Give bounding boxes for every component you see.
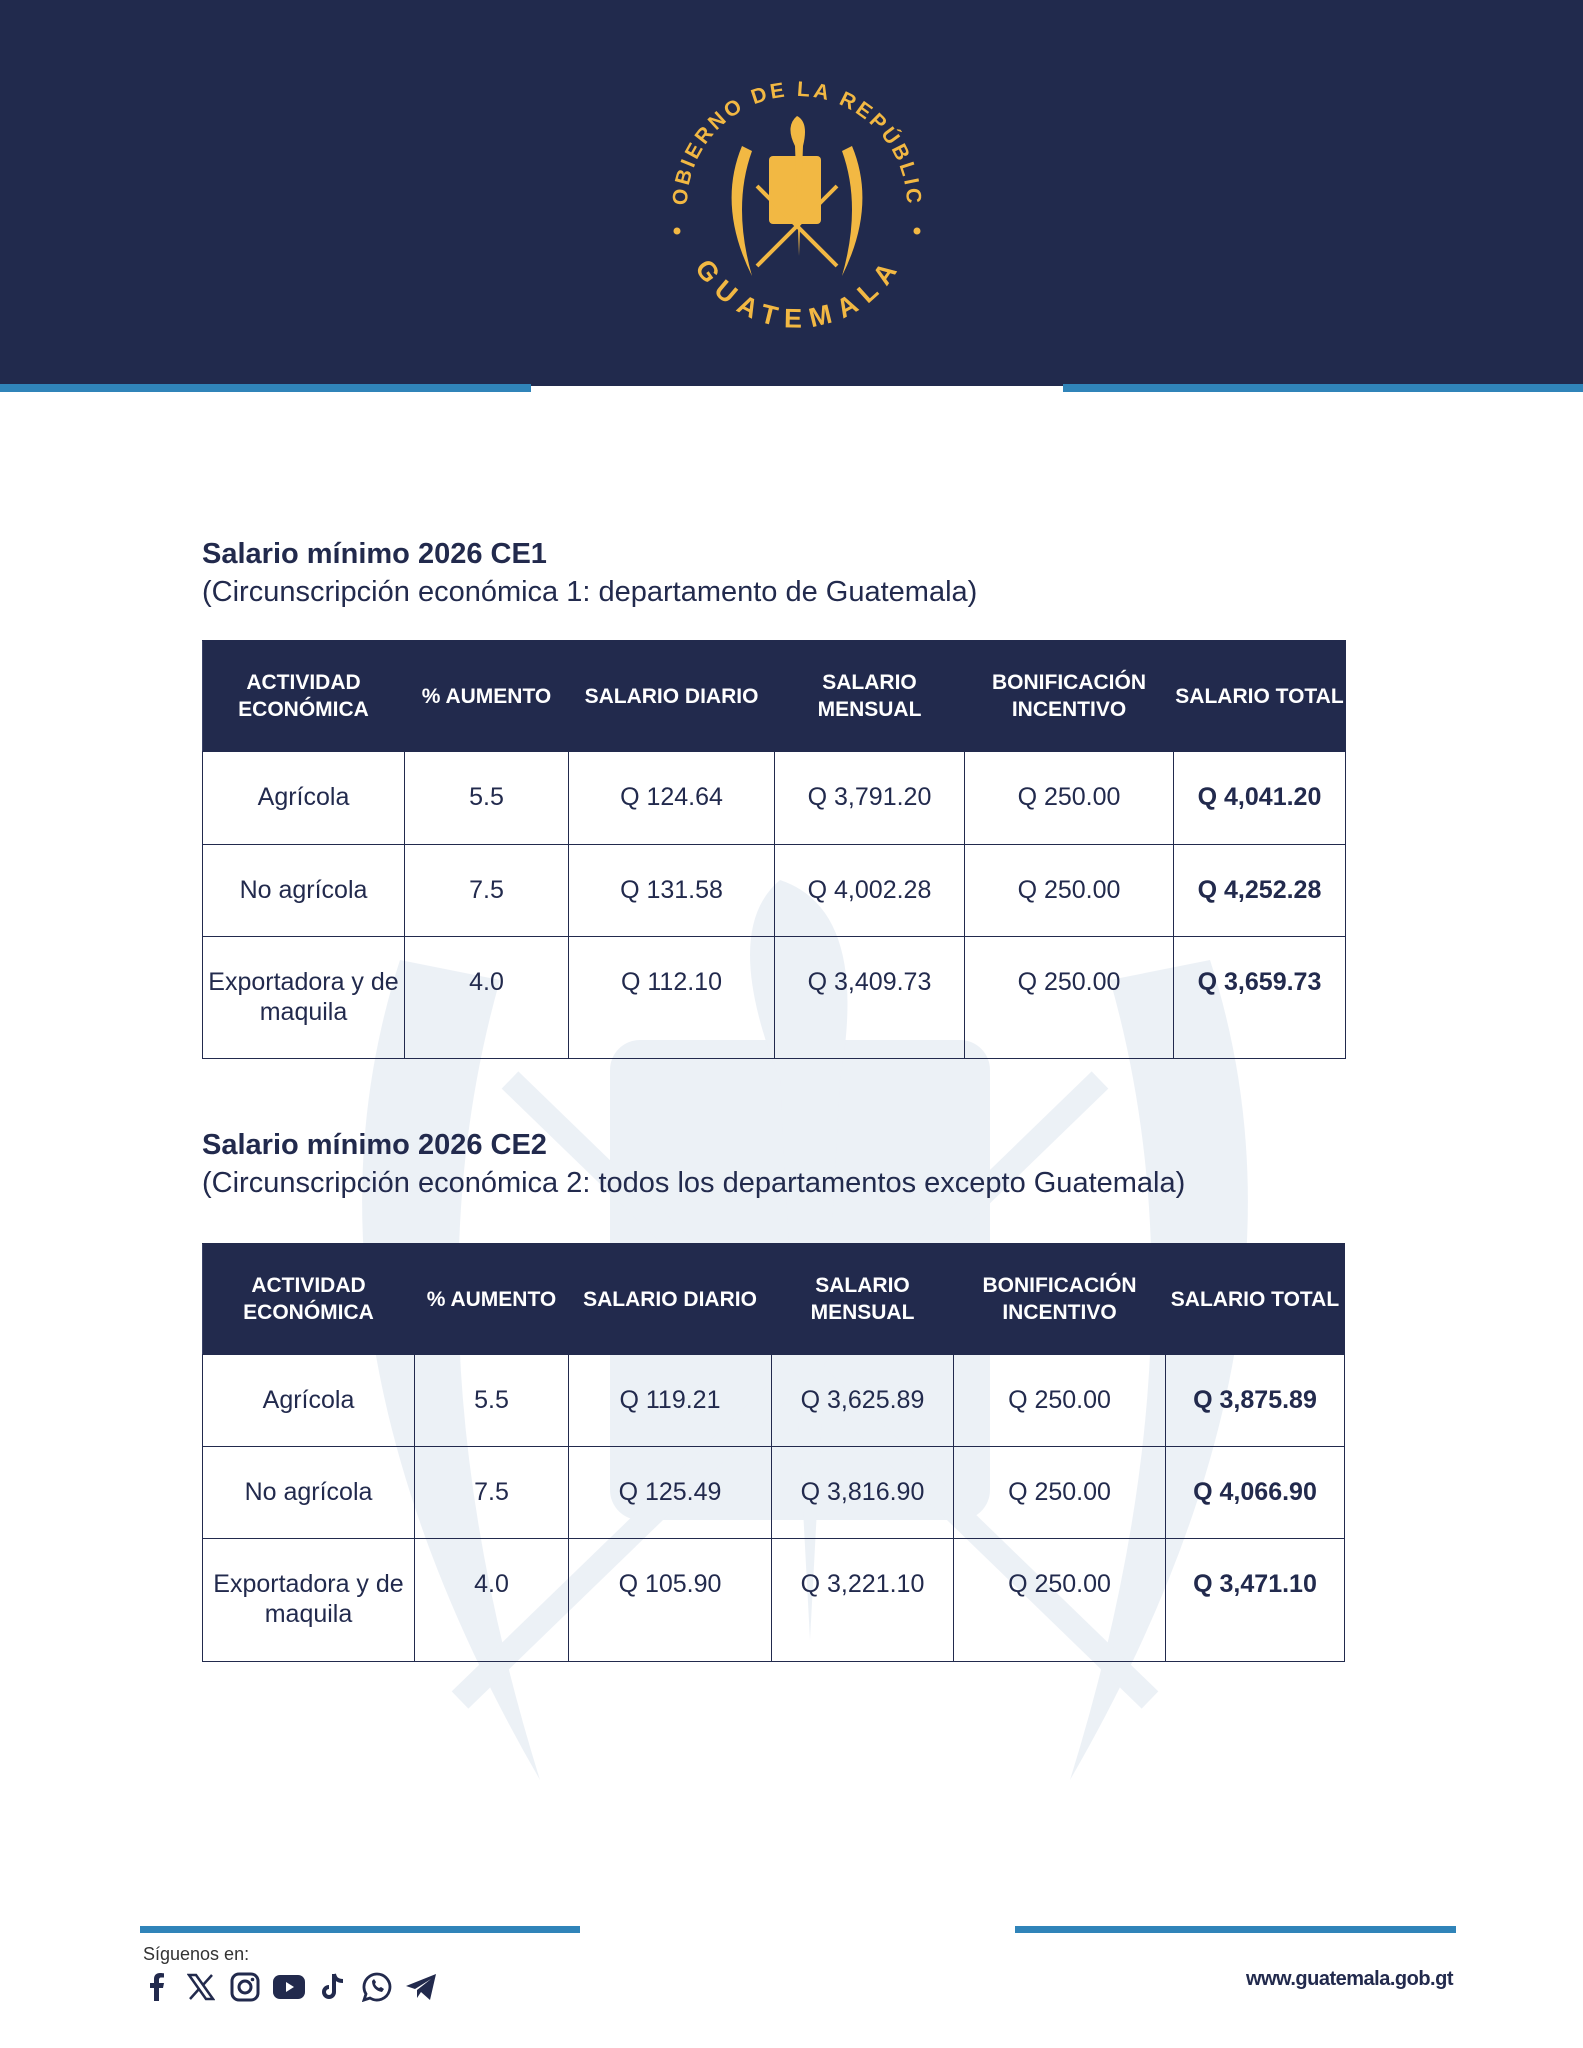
cell-bonus: Q 250.00 xyxy=(964,936,1174,1059)
cell-bonus: Q 250.00 xyxy=(953,1446,1166,1539)
column-header: ACTIVIDAD ECONÓMICA xyxy=(202,640,405,752)
table-header-row: ACTIVIDAD ECONÓMICA % AUMENTO SALARIO DI… xyxy=(202,640,1346,752)
cell-daily: Q 124.64 xyxy=(568,751,775,845)
section-subtitle-ce1: (Circunscripción económica 1: departamen… xyxy=(202,576,978,608)
cell-increase: 7.5 xyxy=(414,1446,569,1539)
cell-total: Q 3,659.73 xyxy=(1173,936,1346,1059)
column-header: SALARIO DIARIO xyxy=(568,1243,772,1355)
column-header: BONIFICACIÓN INCENTIVO xyxy=(953,1243,1166,1355)
cell-total: Q 3,471.10 xyxy=(1165,1538,1345,1662)
salary-table-ce1: ACTIVIDAD ECONÓMICA % AUMENTO SALARIO DI… xyxy=(202,640,1346,1059)
coat-of-arms-seal: GOBIERNO DE LA REPÚBLICA GUATEMALA xyxy=(657,56,922,334)
cell-monthly: Q 3,409.73 xyxy=(774,936,965,1059)
column-header: ACTIVIDAD ECONÓMICA xyxy=(202,1243,415,1355)
cell-monthly: Q 3,625.89 xyxy=(771,1354,954,1447)
cell-activity: Agrícola xyxy=(202,1354,415,1447)
table-row: Exportadora y de maquila 4.0 Q 112.10 Q 3,4… xyxy=(202,936,1346,1059)
x-icon[interactable] xyxy=(184,1970,218,2004)
cell-bonus: Q 250.00 xyxy=(953,1354,1166,1447)
cell-increase: 5.5 xyxy=(414,1354,569,1447)
header-stripe-left xyxy=(0,384,531,392)
cell-daily: Q 119.21 xyxy=(568,1354,772,1447)
cell-monthly: Q 4,002.28 xyxy=(774,844,965,937)
cell-total: Q 3,875.89 xyxy=(1165,1354,1345,1447)
facebook-icon[interactable] xyxy=(140,1970,174,2004)
instagram-icon[interactable] xyxy=(228,1970,262,2004)
cell-increase: 4.0 xyxy=(404,936,569,1059)
svg-text:GUATEMALA: GUATEMALA xyxy=(689,254,905,334)
cell-increase: 7.5 xyxy=(404,844,569,937)
follow-label: Síguenos en: xyxy=(143,1944,250,1964)
cell-activity: Exportadora y de maquila xyxy=(202,1538,415,1662)
column-header: % AUMENTO xyxy=(404,640,569,752)
youtube-icon[interactable] xyxy=(272,1970,306,2004)
cell-monthly: Q 3,221.10 xyxy=(771,1538,954,1662)
whatsapp-icon[interactable] xyxy=(360,1970,394,2004)
column-header: SALARIO MENSUAL xyxy=(774,640,965,752)
column-header: SALARIO TOTAL xyxy=(1173,640,1346,752)
cell-increase: 5.5 xyxy=(404,751,569,845)
column-header: SALARIO TOTAL xyxy=(1165,1243,1345,1355)
cell-activity: Agrícola xyxy=(202,751,405,845)
section-subtitle-ce2: (Circunscripción económica 2: todos los … xyxy=(202,1167,1186,1199)
footer-line-right xyxy=(1015,1926,1456,1933)
cell-total: Q 4,066.90 xyxy=(1165,1446,1345,1539)
table-row: No agrícola 7.5 Q 131.58 Q 4,002.28 Q 250.00… xyxy=(202,844,1346,937)
table-row: Agrícola 5.5 Q 119.21 Q 3,625.89 Q 250.00 Q 3… xyxy=(202,1354,1345,1447)
telegram-icon[interactable] xyxy=(404,1970,438,2004)
cell-total: Q 4,252.28 xyxy=(1173,844,1346,937)
table-row: Agrícola 5.5 Q 124.64 Q 3,791.20 Q 250.00 Q 4… xyxy=(202,751,1346,845)
tiktok-icon[interactable] xyxy=(316,1970,350,2004)
section-title-ce1: Salario mínimo 2026 CE1 xyxy=(202,538,547,570)
cell-increase: 4.0 xyxy=(414,1538,569,1662)
cell-bonus: Q 250.00 xyxy=(964,844,1174,937)
column-header: BONIFICACIÓN INCENTIVO xyxy=(964,640,1174,752)
cell-activity: No agrícola xyxy=(202,1446,415,1539)
website-link[interactable]: www.guatemala.gob.gt xyxy=(1245,1968,1454,1990)
cell-monthly: Q 3,791.20 xyxy=(774,751,965,845)
cell-monthly: Q 3,816.90 xyxy=(771,1446,954,1539)
cell-bonus: Q 250.00 xyxy=(953,1538,1166,1662)
cell-daily: Q 105.90 xyxy=(568,1538,772,1662)
column-header: % AUMENTO xyxy=(414,1243,569,1355)
salary-table-ce2: ACTIVIDAD ECONÓMICA % AUMENTO SALARIO DI… xyxy=(202,1243,1345,1662)
column-header: SALARIO MENSUAL xyxy=(771,1243,954,1355)
section-title-ce2: Salario mínimo 2026 CE2 xyxy=(202,1129,547,1161)
cell-bonus: Q 250.00 xyxy=(964,751,1174,845)
cell-total: Q 4,041.20 xyxy=(1173,751,1346,845)
cell-daily: Q 131.58 xyxy=(568,844,775,937)
cell-activity: Exportadora y de maquila xyxy=(202,936,405,1059)
table-row: No agrícola 7.5 Q 125.49 Q 3,816.90 Q 250.00… xyxy=(202,1446,1345,1539)
column-header: SALARIO DIARIO xyxy=(568,640,775,752)
footer-line-left xyxy=(140,1926,580,1933)
cell-activity: No agrícola xyxy=(202,844,405,937)
header-stripe-right xyxy=(1063,384,1583,392)
social-icons xyxy=(140,1970,438,2004)
table-row: Exportadora y de maquila 4.0 Q 105.90 Q 3,2… xyxy=(202,1538,1345,1662)
table-header-row: ACTIVIDAD ECONÓMICA % AUMENTO SALARIO DI… xyxy=(202,1243,1345,1355)
cell-daily: Q 125.49 xyxy=(568,1446,772,1539)
cell-daily: Q 112.10 xyxy=(568,936,775,1059)
